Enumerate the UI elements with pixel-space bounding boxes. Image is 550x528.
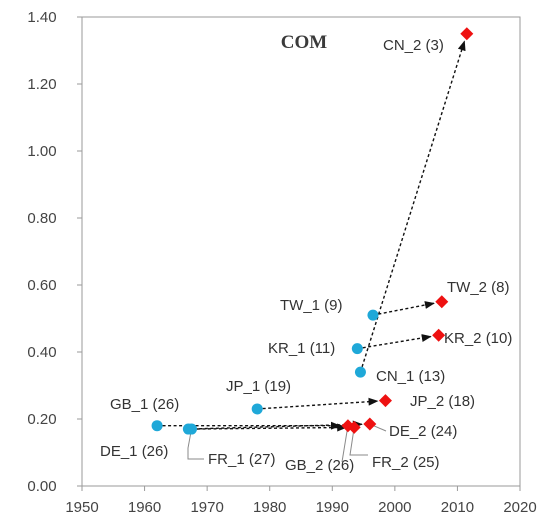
change-arrow <box>257 397 379 410</box>
y-tick-label: 0.80 <box>27 210 56 227</box>
point-label: DE_1 (26) <box>100 443 168 460</box>
point-label: GB_2 (26) <box>285 457 354 474</box>
data-point <box>367 309 379 321</box>
data-point <box>354 366 366 378</box>
point-label: JP_2 (18) <box>410 393 475 410</box>
y-tick-label: 1.20 <box>27 76 56 93</box>
point-label: KR_1 (11) <box>268 340 335 357</box>
x-tick-label: 1970 <box>190 499 223 516</box>
point-label: FR_1 (27) <box>208 451 276 468</box>
data-point <box>347 420 361 434</box>
point-label: FR_2 (25) <box>372 454 440 471</box>
point-label: GB_1 (26) <box>110 396 179 413</box>
x-tick-label: 2000 <box>378 499 411 516</box>
data-point <box>460 27 474 41</box>
y-tick-label: 0.60 <box>27 277 56 294</box>
x-tick-label: 1950 <box>65 499 98 516</box>
point-label: CN_1 (13) <box>376 368 445 385</box>
x-tick-label: 2010 <box>441 499 474 516</box>
change-arrow <box>191 423 348 432</box>
data-point <box>251 403 263 415</box>
point-label: TW_2 (8) <box>447 279 510 296</box>
y-tick-label: 0.00 <box>27 478 56 495</box>
point-label: CN_2 (3) <box>383 37 444 54</box>
point-label: DE_2 (24) <box>389 423 457 440</box>
point-label: KR_2 (10) <box>444 330 512 347</box>
x-tick-label: 1960 <box>128 499 161 516</box>
x-tick-label: 1990 <box>316 499 349 516</box>
plot-frame <box>81 16 521 487</box>
change-arrow <box>359 40 466 373</box>
y-tick-label: 0.40 <box>27 344 56 361</box>
point-label: JP_1 (19) <box>226 378 291 395</box>
change-arrow <box>357 334 432 350</box>
y-tick-label: 1.00 <box>27 143 56 160</box>
label-leader-line <box>349 427 368 456</box>
y-tick-label: 0.20 <box>27 411 56 428</box>
x-tick-label: 1980 <box>253 499 286 516</box>
change-arrow <box>188 420 363 430</box>
data-point <box>435 295 449 309</box>
data-point <box>351 343 363 355</box>
data-point <box>432 328 446 342</box>
data-point <box>151 420 163 432</box>
point-label: TW_1 (9) <box>280 297 343 314</box>
data-point <box>186 423 197 435</box>
x-tick-label: 2020 <box>503 499 536 516</box>
label-leader-line <box>341 425 349 463</box>
data-point <box>378 394 392 408</box>
label-leader-line <box>187 428 204 460</box>
change-arrow <box>372 301 435 316</box>
chart-title: COM <box>281 32 328 53</box>
y-tick-label: 1.40 <box>27 9 56 26</box>
data-point <box>363 417 377 431</box>
